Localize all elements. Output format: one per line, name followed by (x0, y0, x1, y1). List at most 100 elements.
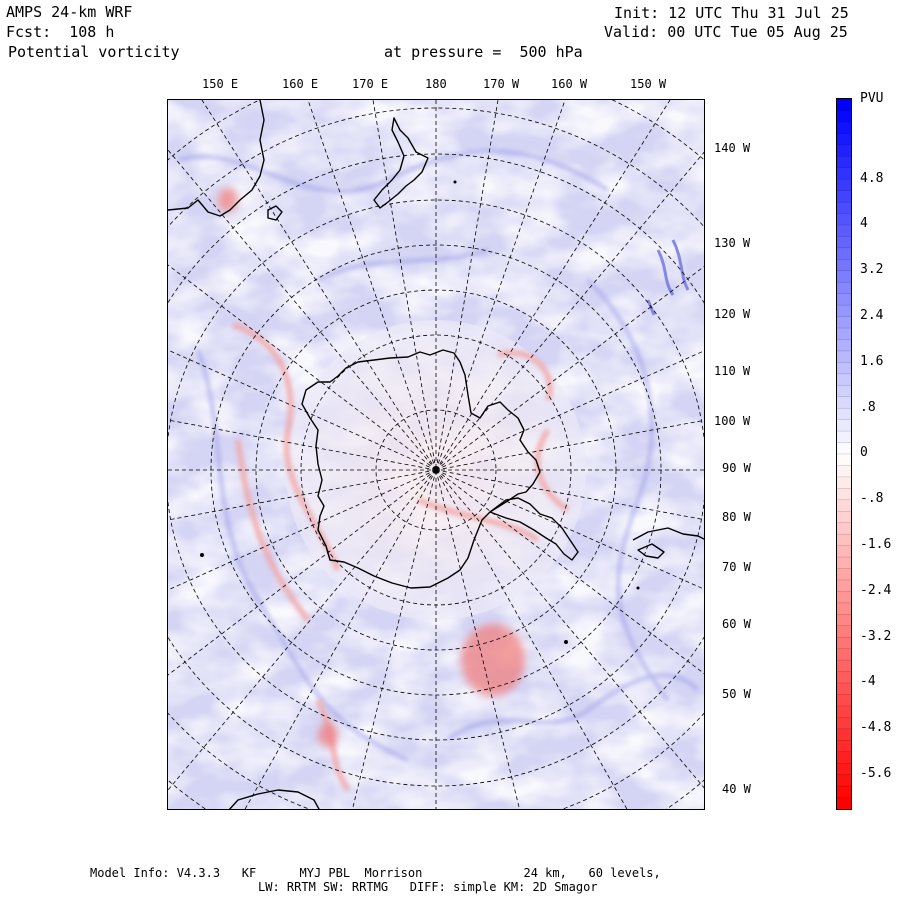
colorbar-swatch (837, 671, 851, 684)
colorbar-swatch (837, 213, 851, 226)
init-time: Init: 12 UTC Thu 31 Jul 25 (614, 4, 849, 22)
pressure-level: at pressure = 500 hPa (384, 43, 583, 61)
colorbar-tick-label: 3.2 (860, 262, 884, 277)
negative-pv-vortex (218, 188, 525, 747)
colorbar-swatch (837, 637, 851, 650)
negative-pv-filaments (232, 322, 570, 792)
colorbar-swatch (837, 99, 851, 111)
colorbar-swatch (837, 293, 851, 306)
colorbar-swatch (837, 465, 851, 478)
colorbar-swatch (837, 522, 851, 535)
colorbar-swatch (837, 557, 851, 570)
colorbar-swatch (837, 362, 851, 375)
colorbar-swatch (837, 179, 851, 192)
south-america-coastline (632, 527, 704, 541)
lon-label-top: 170 E (352, 77, 389, 91)
colorbar-swatch (837, 717, 851, 730)
colorbar-swatch (837, 694, 851, 707)
lon-label-right: 40 W (722, 782, 751, 796)
colorbar-swatch (837, 591, 851, 604)
lon-label-top: 160 E (282, 77, 319, 91)
lon-label-right: 60 W (722, 617, 751, 631)
lon-label-top: 150 E (202, 77, 239, 91)
colorbar-unit: PVU (860, 91, 884, 106)
colorbar-swatch (837, 339, 851, 352)
colorbar-swatch (837, 568, 851, 581)
colorbar-swatch (837, 236, 851, 249)
colorbar-tick-label: 4 (860, 216, 868, 231)
colorbar-swatch (837, 683, 851, 695)
meridians (168, 100, 704, 809)
australia-coastline (168, 100, 265, 217)
colorbar-tick-label: -2.4 (860, 583, 892, 598)
colorbar-tick-label: .8 (860, 400, 876, 415)
colorbar-swatch (837, 442, 851, 455)
colorbar-swatch (837, 133, 851, 146)
colorbar-swatch (837, 259, 851, 272)
lon-label-right: 110 W (714, 364, 751, 378)
colorbar-swatch (837, 431, 851, 444)
new-zealand-coastline (373, 117, 429, 209)
colorbar-tick-label: 2.4 (860, 308, 884, 323)
tasmania-coastline (267, 205, 283, 221)
colorbar-tick-label: 0 (860, 445, 868, 460)
lon-label-right: 140 W (714, 141, 751, 155)
lon-label-right: 130 W (714, 236, 751, 250)
colorbar-swatch (837, 156, 851, 169)
colorbar-swatch (837, 224, 851, 237)
colorbar-tick-label: -.8 (860, 491, 884, 506)
lon-label-top: 150 W (630, 77, 667, 91)
colorbar-tick-label: -1.6 (860, 537, 892, 552)
colorbar-swatch (837, 454, 851, 466)
colorbar-swatch (837, 282, 851, 295)
colorbar-swatch (837, 625, 851, 638)
colorbar-swatch (837, 350, 851, 363)
model-name: AMPS 24-km WRF (6, 3, 133, 21)
colorbar-swatch (837, 144, 851, 157)
lon-label-top: 160 W (551, 77, 588, 91)
colorbar-swatch (837, 488, 851, 501)
colorbar-swatch (837, 728, 851, 741)
colorbar-swatch (837, 202, 851, 215)
bottom-landmass-coastline (228, 789, 320, 809)
colorbar-swatch (837, 110, 851, 123)
colorbar-swatch (837, 534, 851, 547)
colorbar-tick-label: -3.2 (860, 629, 892, 644)
colorbar-swatch (837, 328, 851, 340)
positive-pv-filaments (177, 149, 700, 762)
tierra-del-fuego-coastline (637, 543, 665, 559)
colorbar-tick-label: -4 (860, 674, 876, 689)
colorbar-swatch (837, 190, 851, 203)
colorbar-swatch (837, 740, 851, 753)
model-info-line-1: Model Info: V4.3.3 KF MYJ PBL Morrison 2… (90, 866, 661, 880)
colorbar-swatch (837, 614, 851, 627)
colorbar-swatch (837, 751, 851, 764)
colorbar-swatch (837, 545, 851, 558)
antarctica-coastline (301, 349, 541, 589)
colorbar-swatch (837, 121, 851, 134)
colorbar-swatch (837, 660, 851, 673)
colorbar-swatch (837, 476, 851, 489)
forecast-hour: Fcst: 108 h (6, 23, 115, 41)
colorbar-swatch (837, 167, 851, 180)
colorbar-swatch (837, 602, 851, 615)
lon-label-top: 170 W (483, 77, 520, 91)
colorbar-swatch (837, 579, 851, 592)
colorbar-swatch (837, 247, 851, 260)
colorbar-swatch (837, 305, 851, 318)
pv-colorbar (836, 98, 852, 810)
colorbar-tick-label: 4.8 (860, 171, 884, 186)
colorbar-swatch (837, 373, 851, 386)
model-info-line-2: LW: RRTM SW: RRTMG DIFF: simple KM: 2D S… (258, 880, 598, 894)
colorbar-tick-label: 1.6 (860, 354, 884, 369)
colorbar-swatch (837, 774, 851, 787)
colorbar-tick-label: -4.8 (860, 720, 892, 735)
colorbar-swatch (837, 316, 851, 329)
polar-stereographic-map (167, 99, 705, 810)
colorbar-swatch (837, 511, 851, 524)
colorbar-swatch (837, 786, 851, 799)
lon-label-right: 120 W (714, 307, 751, 321)
colorbar-swatch (837, 408, 851, 421)
colorbar-swatch (837, 763, 851, 776)
coastlines (168, 100, 704, 809)
